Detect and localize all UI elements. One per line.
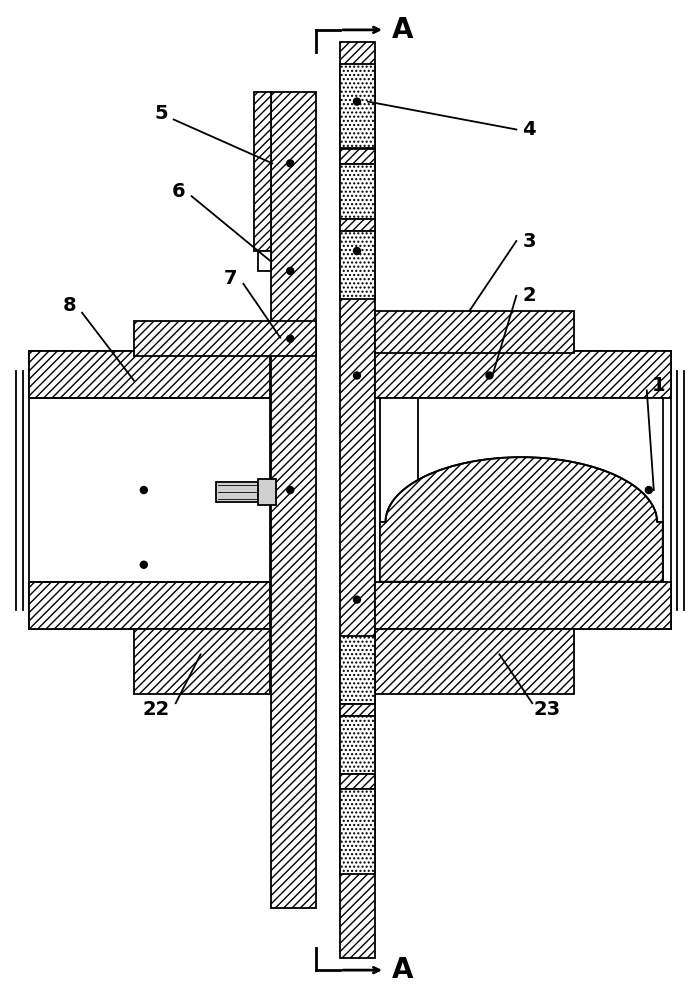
Text: 2: 2 (522, 286, 536, 305)
Bar (258, 479, 276, 505)
Bar (254, 92, 272, 251)
Text: 4: 4 (522, 120, 536, 139)
Bar (375, 582, 671, 629)
Bar (340, 636, 375, 704)
Circle shape (354, 596, 360, 603)
Bar (375, 351, 671, 398)
Text: 1: 1 (652, 376, 666, 395)
Circle shape (287, 487, 294, 494)
Bar (340, 164, 375, 219)
Bar (29, 351, 270, 398)
Bar (340, 231, 375, 299)
Bar (272, 92, 316, 908)
Circle shape (287, 160, 294, 167)
Bar (134, 321, 316, 356)
Text: A: A (392, 16, 413, 44)
Bar (29, 582, 270, 629)
Text: 7: 7 (224, 269, 237, 288)
Circle shape (287, 335, 294, 342)
Text: 22: 22 (142, 700, 169, 719)
Bar (375, 351, 671, 629)
Circle shape (287, 267, 294, 274)
Bar (340, 789, 375, 874)
Text: 3: 3 (522, 232, 536, 251)
Bar (29, 351, 270, 629)
Text: 8: 8 (62, 296, 76, 315)
Circle shape (354, 248, 360, 254)
Text: 23: 23 (533, 700, 561, 719)
Bar (380, 398, 663, 582)
Bar (340, 42, 375, 958)
Circle shape (140, 561, 147, 568)
Bar (340, 704, 375, 716)
Circle shape (354, 98, 360, 105)
Circle shape (486, 372, 493, 379)
Bar (258, 251, 272, 271)
Bar (134, 629, 270, 694)
Bar (340, 64, 375, 148)
Bar (375, 629, 574, 694)
Circle shape (354, 372, 360, 379)
Circle shape (645, 487, 652, 494)
Bar (375, 311, 574, 353)
Bar (216, 482, 258, 502)
Bar (340, 774, 375, 789)
Bar (340, 149, 375, 164)
Bar (340, 219, 375, 231)
Text: A: A (392, 956, 413, 984)
Circle shape (140, 487, 147, 494)
Text: 5: 5 (154, 104, 167, 123)
Polygon shape (380, 457, 663, 582)
Text: 6: 6 (172, 182, 186, 201)
Bar (340, 716, 375, 774)
